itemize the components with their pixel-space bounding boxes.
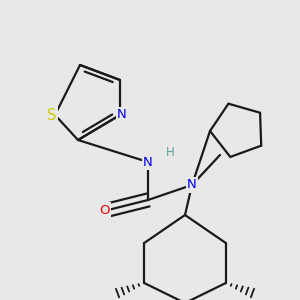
Text: N: N — [117, 109, 127, 122]
Text: N: N — [187, 178, 197, 191]
Text: S: S — [47, 107, 57, 122]
Text: H: H — [166, 146, 174, 158]
Text: O: O — [100, 203, 110, 217]
Text: N: N — [143, 155, 153, 169]
